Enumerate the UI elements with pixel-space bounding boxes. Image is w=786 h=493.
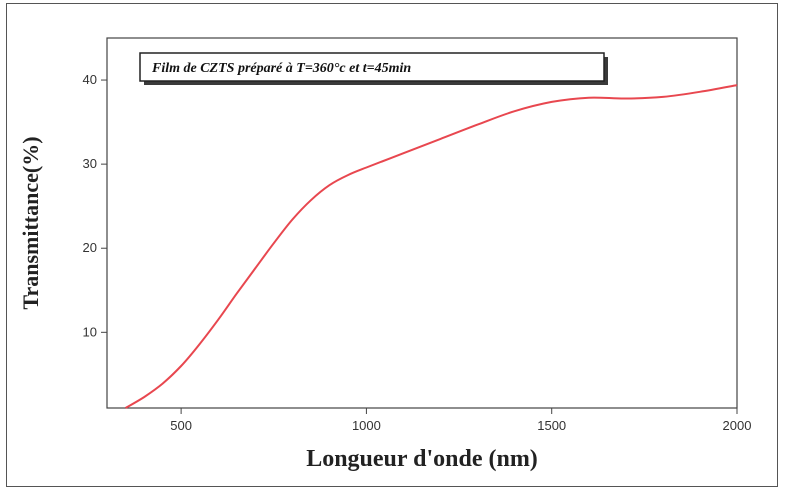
y-axis-title: Transmittance(%) (18, 136, 43, 309)
y-tick-label: 30 (83, 156, 97, 171)
x-tick-label: 500 (170, 418, 192, 433)
y-tick-label: 20 (83, 240, 97, 255)
x-tick-label: 2000 (723, 418, 752, 433)
legend-text: Film de CZTS préparé à T=360°c et t=45mi… (151, 61, 411, 76)
x-axis: 500 1000 1500 2000 (170, 408, 751, 433)
x-tick-label: 1000 (352, 418, 381, 433)
series-line (124, 84, 738, 409)
y-axis: 10 20 30 40 (83, 72, 107, 339)
x-axis-title: Longueur d'onde (nm) (306, 446, 538, 472)
y-tick-label: 10 (83, 324, 97, 339)
legend-box: Film de CZTS préparé à T=360°c et t=45mi… (139, 52, 608, 85)
x-tick-label: 1500 (537, 418, 566, 433)
y-tick-label: 40 (83, 72, 97, 87)
plot-area (106, 37, 738, 409)
